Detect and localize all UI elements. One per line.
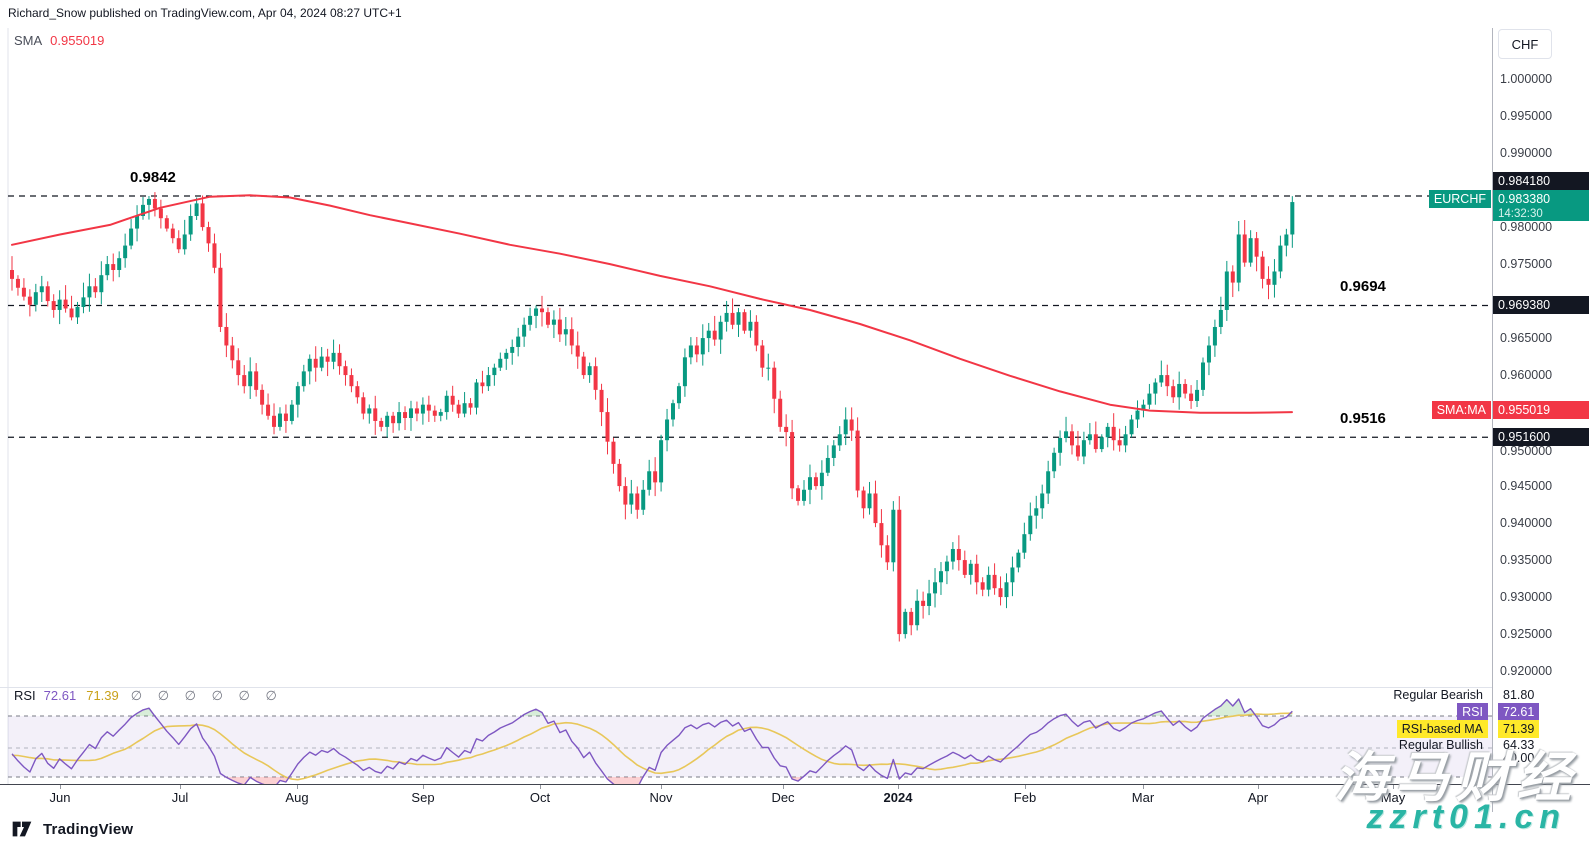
level-mid-price-badge: 0.969380 xyxy=(1493,296,1589,314)
rsi-line xyxy=(11,698,1293,784)
time-axis-label-Apr: Apr xyxy=(1247,790,1269,805)
time-axis-label-2024: 2024 xyxy=(883,790,913,805)
sma-tag-badge: SMA:MA xyxy=(1431,401,1491,419)
rsi-level-40-value: 40.00 xyxy=(1503,751,1535,765)
time-axis-tick xyxy=(783,785,784,789)
time-axis-label-Oct: Oct xyxy=(529,790,551,805)
price-axis-label-0.930000: 0.930000 xyxy=(1500,590,1553,604)
publisher-attribution: Richard_Snow published on TradingView.co… xyxy=(8,6,402,20)
time-axis-tick xyxy=(661,785,662,789)
level-high-price-badge: 0.984180 xyxy=(1493,172,1589,190)
last-price-badge: 0.983380 xyxy=(1493,190,1589,208)
rsi-legend-value: 72.61 xyxy=(43,688,77,703)
rsi-legend-row[interactable]: RSI 72.61 71.39 ∅ ∅ ∅ ∅ ∅ ∅ xyxy=(14,688,283,704)
price-axis-label-0.920000: 0.920000 xyxy=(1500,664,1553,678)
time-axis-label-Aug: Aug xyxy=(285,790,309,805)
sma-line xyxy=(11,194,1293,414)
sma-price-badge: 0.955019 xyxy=(1493,401,1589,419)
time-axis-label-Feb: Feb xyxy=(1013,790,1037,805)
price-axis-label-0.975000: 0.975000 xyxy=(1500,257,1553,271)
sma-legend-row[interactable]: SMA 0.955019 xyxy=(14,33,104,48)
sma-legend-label: SMA xyxy=(14,33,43,48)
rsi-legend-empty-slots: ∅ ∅ ∅ ∅ ∅ ∅ xyxy=(130,688,283,703)
time-axis-label-Sep: Sep xyxy=(411,790,435,805)
currency-toggle-button[interactable]: CHF xyxy=(1498,29,1552,59)
pane-separator xyxy=(0,687,1492,688)
rsi-value-badge: 72.61 xyxy=(1498,703,1540,721)
tradingview-logo-link[interactable]: TradingView xyxy=(12,819,133,839)
time-axis-tick xyxy=(540,785,541,789)
price-axis-label-0.935000: 0.935000 xyxy=(1500,553,1553,567)
regular-bullish-value: 64.33 xyxy=(1503,738,1535,752)
rsi-ma-value-badge: 71.39 xyxy=(1498,720,1540,738)
rsi-legend-label: RSI xyxy=(14,688,36,703)
rsi-tag-badge: RSI xyxy=(1457,703,1488,721)
price-axis-label-0.965000: 0.965000 xyxy=(1500,331,1553,345)
price-axis-label-0.980000: 0.980000 xyxy=(1500,220,1553,234)
rsi-oversold-fill xyxy=(606,777,643,784)
level-label-0.9842: 0.9842 xyxy=(130,169,176,186)
price-axis-separator xyxy=(1492,28,1493,812)
rsi-overbought-fill xyxy=(133,708,155,716)
tradingview-icon xyxy=(12,821,32,837)
price-axis-label-0.925000: 0.925000 xyxy=(1500,627,1553,641)
price-axis-label-0.995000: 0.995000 xyxy=(1500,109,1553,123)
rsi-overbought-fill xyxy=(1206,699,1256,716)
time-axis-label-Nov: Nov xyxy=(649,790,673,805)
rsi-ma-line xyxy=(11,712,1293,781)
time-axis-tick xyxy=(1393,785,1394,789)
rsi-ma-legend-value: 71.39 xyxy=(86,688,119,703)
chart-canvas[interactable]: 0.9842 0.9694 0.9516 xyxy=(0,0,1492,784)
time-axis-label-Jul: Jul xyxy=(171,790,189,805)
price-axis-label-0.945000: 0.945000 xyxy=(1500,479,1553,493)
time-axis-label-May: May xyxy=(1380,790,1406,805)
time-axis-label-Dec: Dec xyxy=(771,790,795,805)
regular-bullish-label: Regular Bullish xyxy=(1398,738,1483,752)
rsi-overbought-fill xyxy=(1148,711,1166,716)
time-axis-label-Jun: Jun xyxy=(49,790,71,805)
time-axis-tick xyxy=(1258,785,1259,789)
rsi-ma-tag-badge: RSI-based MA xyxy=(1396,720,1488,738)
time-axis-tick xyxy=(60,785,61,789)
bar-countdown-badge: 14:32:30 xyxy=(1493,207,1589,221)
price-axis-label-0.990000: 0.990000 xyxy=(1500,146,1553,160)
symbol-tag-badge: EURCHF xyxy=(1428,190,1491,208)
regular-bearish-label: Regular Bearish xyxy=(1393,688,1483,702)
level-low-price-badge: 0.951600 xyxy=(1493,428,1589,446)
regular-bearish-value: 81.80 xyxy=(1503,688,1535,702)
watermark-cjk-text: 海马财经 xyxy=(1334,748,1578,808)
time-axis-tick xyxy=(1025,785,1026,789)
price-axis-label-0.960000: 0.960000 xyxy=(1500,368,1553,382)
rsi-oversold-fill xyxy=(225,777,290,784)
time-axis-tick xyxy=(180,785,181,789)
time-axis-line xyxy=(0,784,1590,785)
price-axis-label-1.000000: 1.000000 xyxy=(1500,72,1553,86)
rsi-band xyxy=(8,716,1492,777)
time-axis-tick xyxy=(423,785,424,789)
level-label-0.9516: 0.9516 xyxy=(1340,410,1386,427)
price-axis-label-0.950000: 0.950000 xyxy=(1500,444,1553,458)
time-axis-tick xyxy=(898,785,899,789)
rsi-oversold-fill xyxy=(791,777,804,782)
sma-legend-value: 0.955019 xyxy=(50,33,105,48)
candles-series xyxy=(10,192,1295,642)
watermark-url-text: zzrt01.cn xyxy=(1366,798,1566,836)
tradingview-brand-text: TradingView xyxy=(43,820,134,838)
time-axis-label-Mar: Mar xyxy=(1131,790,1155,805)
time-axis-tick xyxy=(1143,785,1144,789)
level-label-0.9694: 0.9694 xyxy=(1340,278,1387,295)
price-axis-label-0.940000: 0.940000 xyxy=(1500,516,1553,530)
time-axis-tick xyxy=(297,785,298,789)
